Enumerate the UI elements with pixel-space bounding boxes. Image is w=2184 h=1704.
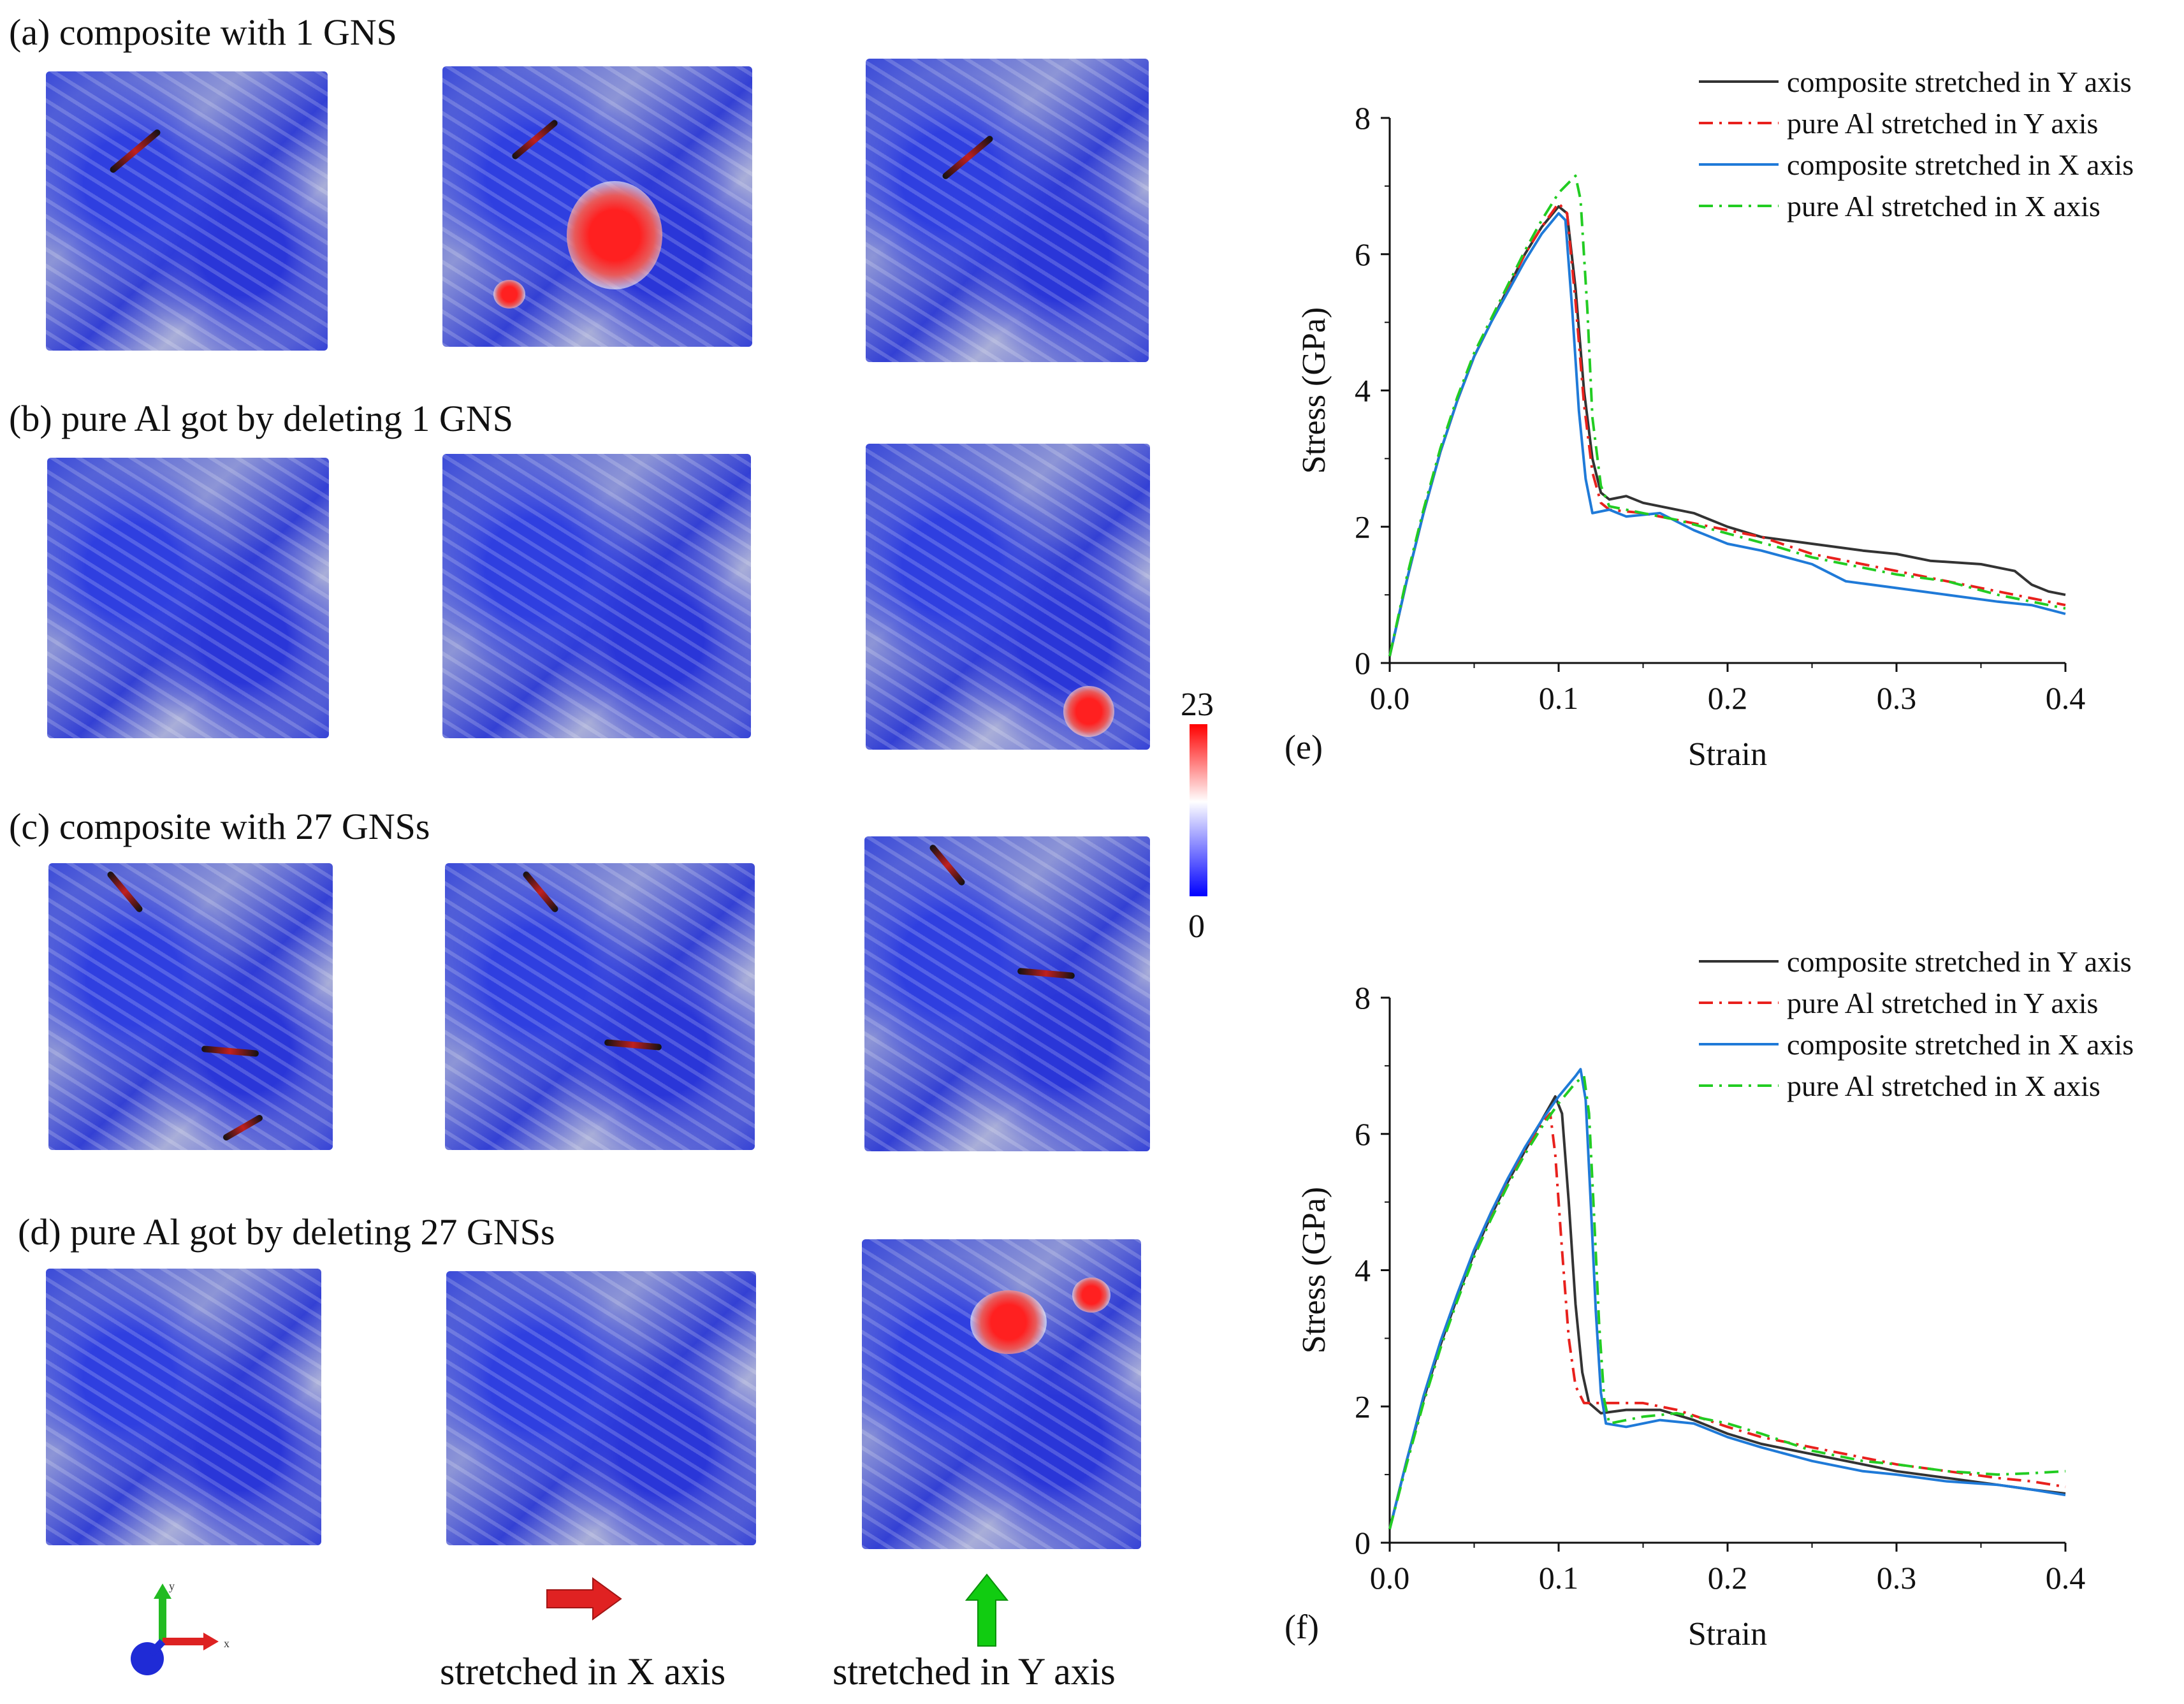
atomic-snapshot-d-stretched-y: [862, 1239, 1141, 1549]
colorbar-min-label: 0: [1188, 908, 1205, 945]
atomic-snapshot-b-initial: [47, 458, 329, 738]
y-tick-label: 8: [1355, 980, 1371, 1016]
atomic-snapshot-d-initial: [46, 1269, 321, 1545]
y-tick-label: 4: [1355, 1253, 1371, 1288]
x-tick-label: 0.4: [2046, 680, 2086, 716]
atomic-snapshot-c-stretched-x: [445, 863, 755, 1150]
atomic-snapshot-d-stretched-x: [446, 1271, 756, 1545]
panel-label-c: (c) composite with 27 GNSs: [9, 806, 430, 847]
gns-sheet: [1017, 968, 1075, 979]
gns-sheet: [108, 128, 162, 174]
arrow-right-icon: [546, 1577, 622, 1620]
y-tick-label: 8: [1355, 100, 1371, 136]
gns-sheet: [106, 870, 144, 914]
x-tick-label: 0.4: [2046, 1560, 2086, 1596]
chart-panel-label: (f): [1285, 1608, 1319, 1646]
stretched-x-label: stretched in X axis: [440, 1650, 726, 1693]
legend-entry: pure Al stretched in X axis: [1787, 190, 2100, 222]
gns-sheet: [521, 870, 560, 914]
x-tick-label: 0.2: [1708, 680, 1748, 716]
gns-sheet: [928, 843, 966, 887]
colorbar: [1190, 724, 1207, 896]
legend-entry: composite stretched in Y axis: [1787, 66, 2132, 98]
stress-strain-chart-f: 0.0 0.1 0.2 0.3 0.4 0 2 4 6 8 Strain Stress (GPa) (f…: [1285, 945, 2134, 1652]
x-axis-label: Strain: [1688, 1616, 1767, 1652]
atomic-snapshot-a-initial: [46, 71, 328, 351]
gns-sheet: [222, 1114, 264, 1142]
x-tick-label: 0.3: [1877, 1560, 1917, 1596]
series-line: [1388, 205, 2066, 657]
x-tick-label: 0.1: [1539, 1560, 1579, 1596]
panel-label-a: (a) composite with 1 GNS: [9, 11, 397, 53]
y-tick-label: 4: [1355, 373, 1371, 409]
legend-entry: composite stretched in X axis: [1787, 149, 2134, 181]
void-region: [567, 181, 662, 289]
atomic-snapshot-a-stretched-y: [866, 59, 1149, 362]
series-line: [1388, 1112, 2066, 1530]
chart-panel-label: (e): [1285, 728, 1323, 766]
atomic-snapshot-c-stretched-y: [864, 836, 1150, 1151]
y-axis-label: Stress (GPa): [1296, 1187, 1332, 1353]
y-tick-label: 6: [1355, 1116, 1371, 1152]
y-tick-label: 0: [1355, 1525, 1371, 1561]
x-tick-label: 0.3: [1877, 680, 1917, 716]
stretched-y-label: stretched in Y axis: [833, 1650, 1116, 1693]
atomic-snapshot-a-stretched-x: [442, 66, 752, 347]
atomic-snapshot-b-stretched-x: [442, 454, 751, 738]
legend-entry: composite stretched in X axis: [1787, 1028, 2134, 1061]
series-line: [1388, 174, 2066, 657]
y-tick-label: 0: [1355, 645, 1371, 681]
y-axis-label: Stress (GPa): [1296, 307, 1332, 474]
series-line: [1388, 212, 2066, 657]
gns-sheet: [511, 119, 559, 161]
x-tick-label: 0.0: [1370, 1560, 1410, 1596]
arrow-up-icon: [965, 1573, 1009, 1647]
panel-label-d: (d) pure Al got by deleting 27 GNSs: [18, 1211, 555, 1253]
void-region: [1072, 1278, 1110, 1313]
legend-entry: pure Al stretched in Y axis: [1787, 987, 2098, 1019]
gns-sheet: [604, 1039, 662, 1051]
colorbar-max-label: 23: [1181, 687, 1214, 723]
series-line: [1388, 1074, 2066, 1530]
atomic-snapshot-c-initial: [48, 863, 333, 1150]
gns-sheet: [941, 135, 994, 180]
gns-sheet: [201, 1045, 259, 1057]
void-region: [970, 1290, 1047, 1354]
series-line: [1388, 1095, 2066, 1530]
panel-label-b: (b) pure Al got by deleting 1 GNS: [9, 398, 513, 439]
y-tick-label: 6: [1355, 237, 1371, 272]
triad-x-label: x: [224, 1637, 229, 1650]
legend-entry: pure Al stretched in X axis: [1787, 1070, 2100, 1102]
y-tick-label: 2: [1355, 509, 1371, 544]
x-tick-label: 0.0: [1370, 680, 1410, 716]
x-tick-label: 0.1: [1539, 680, 1579, 716]
legend-entry: pure Al stretched in Y axis: [1787, 107, 2098, 140]
series-line: [1388, 201, 2066, 657]
axis-triad-icon: y x: [131, 1581, 229, 1675]
y-tick-label: 2: [1355, 1388, 1371, 1424]
series-line: [1388, 1068, 2066, 1530]
legend-entry: composite stretched in Y axis: [1787, 945, 2132, 978]
x-axis-label: Strain: [1688, 736, 1767, 773]
triad-y-label: y: [169, 1581, 175, 1592]
void-region: [493, 280, 525, 309]
atomic-snapshot-b-stretched-y: [866, 444, 1150, 750]
stress-strain-chart-e: 0.0 0.1 0.2 0.3 0.4 0 2 4 6 8 Strain Stress (GPa) (e…: [1285, 66, 2134, 773]
x-tick-label: 0.2: [1708, 1560, 1748, 1596]
void-region: [1063, 686, 1114, 737]
